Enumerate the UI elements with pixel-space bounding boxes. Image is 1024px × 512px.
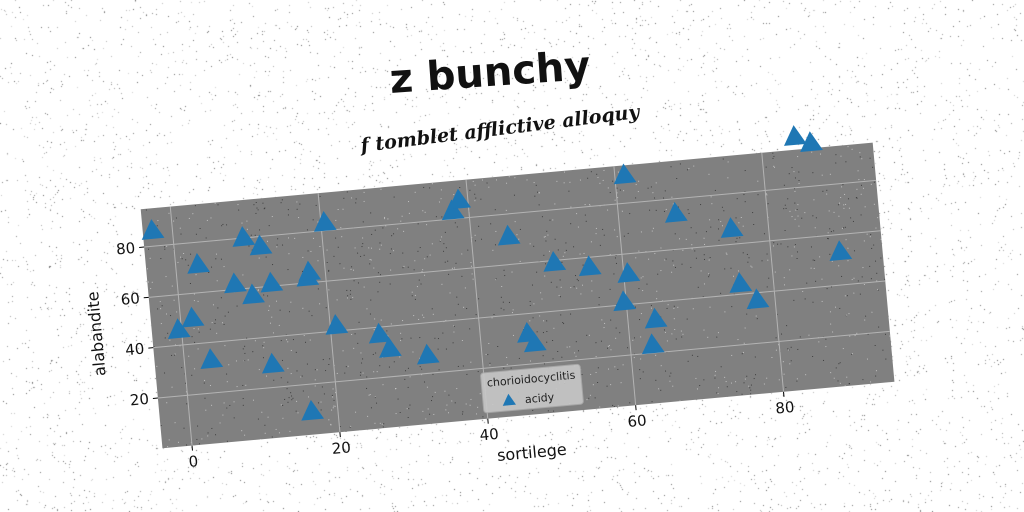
data-point	[664, 201, 688, 223]
data-point	[497, 224, 521, 246]
legend-marker	[502, 393, 517, 406]
y-tick-label: 60	[120, 289, 141, 309]
grid-line-y	[157, 330, 890, 399]
y-tick-label: 40	[125, 340, 146, 360]
series-acidy	[141, 125, 853, 421]
data-point	[224, 272, 247, 294]
data-point	[523, 331, 547, 353]
legend-entry-acidy: acidy	[524, 391, 555, 407]
data-point	[200, 348, 224, 369]
data-point	[313, 211, 337, 232]
x-tick-label: 0	[188, 452, 199, 471]
grid-line-y	[144, 179, 877, 248]
y-axis-label: alabandite	[83, 291, 110, 377]
x-tick-label: 80	[775, 398, 796, 418]
grid-line-x	[761, 152, 785, 392]
data-point	[368, 322, 392, 344]
data-point	[729, 272, 753, 293]
data-point	[181, 306, 205, 328]
data-point	[167, 318, 191, 339]
data-point	[379, 337, 402, 358]
x-axis-label: sortilege	[496, 440, 567, 465]
y-tick-label: 80	[115, 239, 136, 259]
grid-line-x	[317, 193, 341, 433]
data-point	[141, 219, 165, 240]
data-point	[232, 226, 256, 247]
data-point	[578, 255, 602, 277]
grid-line-y	[153, 280, 886, 349]
data-point	[416, 343, 440, 365]
data-point	[644, 307, 668, 329]
data-point	[613, 163, 637, 185]
grid-line-x	[613, 166, 637, 406]
data-point	[242, 283, 265, 305]
data-point	[829, 240, 853, 261]
data-point	[448, 188, 472, 210]
data-point	[800, 131, 823, 153]
data-point	[720, 217, 744, 238]
y-tick-label: 20	[129, 390, 150, 410]
data-point	[783, 125, 807, 146]
data-point	[746, 288, 770, 310]
data-point	[617, 262, 641, 283]
data-point	[187, 253, 211, 274]
data-point	[543, 251, 567, 272]
data-point	[613, 290, 637, 312]
data-point	[441, 199, 465, 221]
data-point	[641, 333, 665, 355]
x-tick-label: 40	[479, 425, 500, 445]
data-point	[261, 352, 285, 374]
x-tick-label: 60	[627, 411, 648, 431]
x-tick-label: 20	[331, 438, 352, 458]
data-point	[249, 234, 273, 256]
data-point	[260, 271, 284, 293]
data-point	[301, 399, 325, 421]
data-point	[325, 314, 349, 335]
data-point	[298, 260, 322, 282]
